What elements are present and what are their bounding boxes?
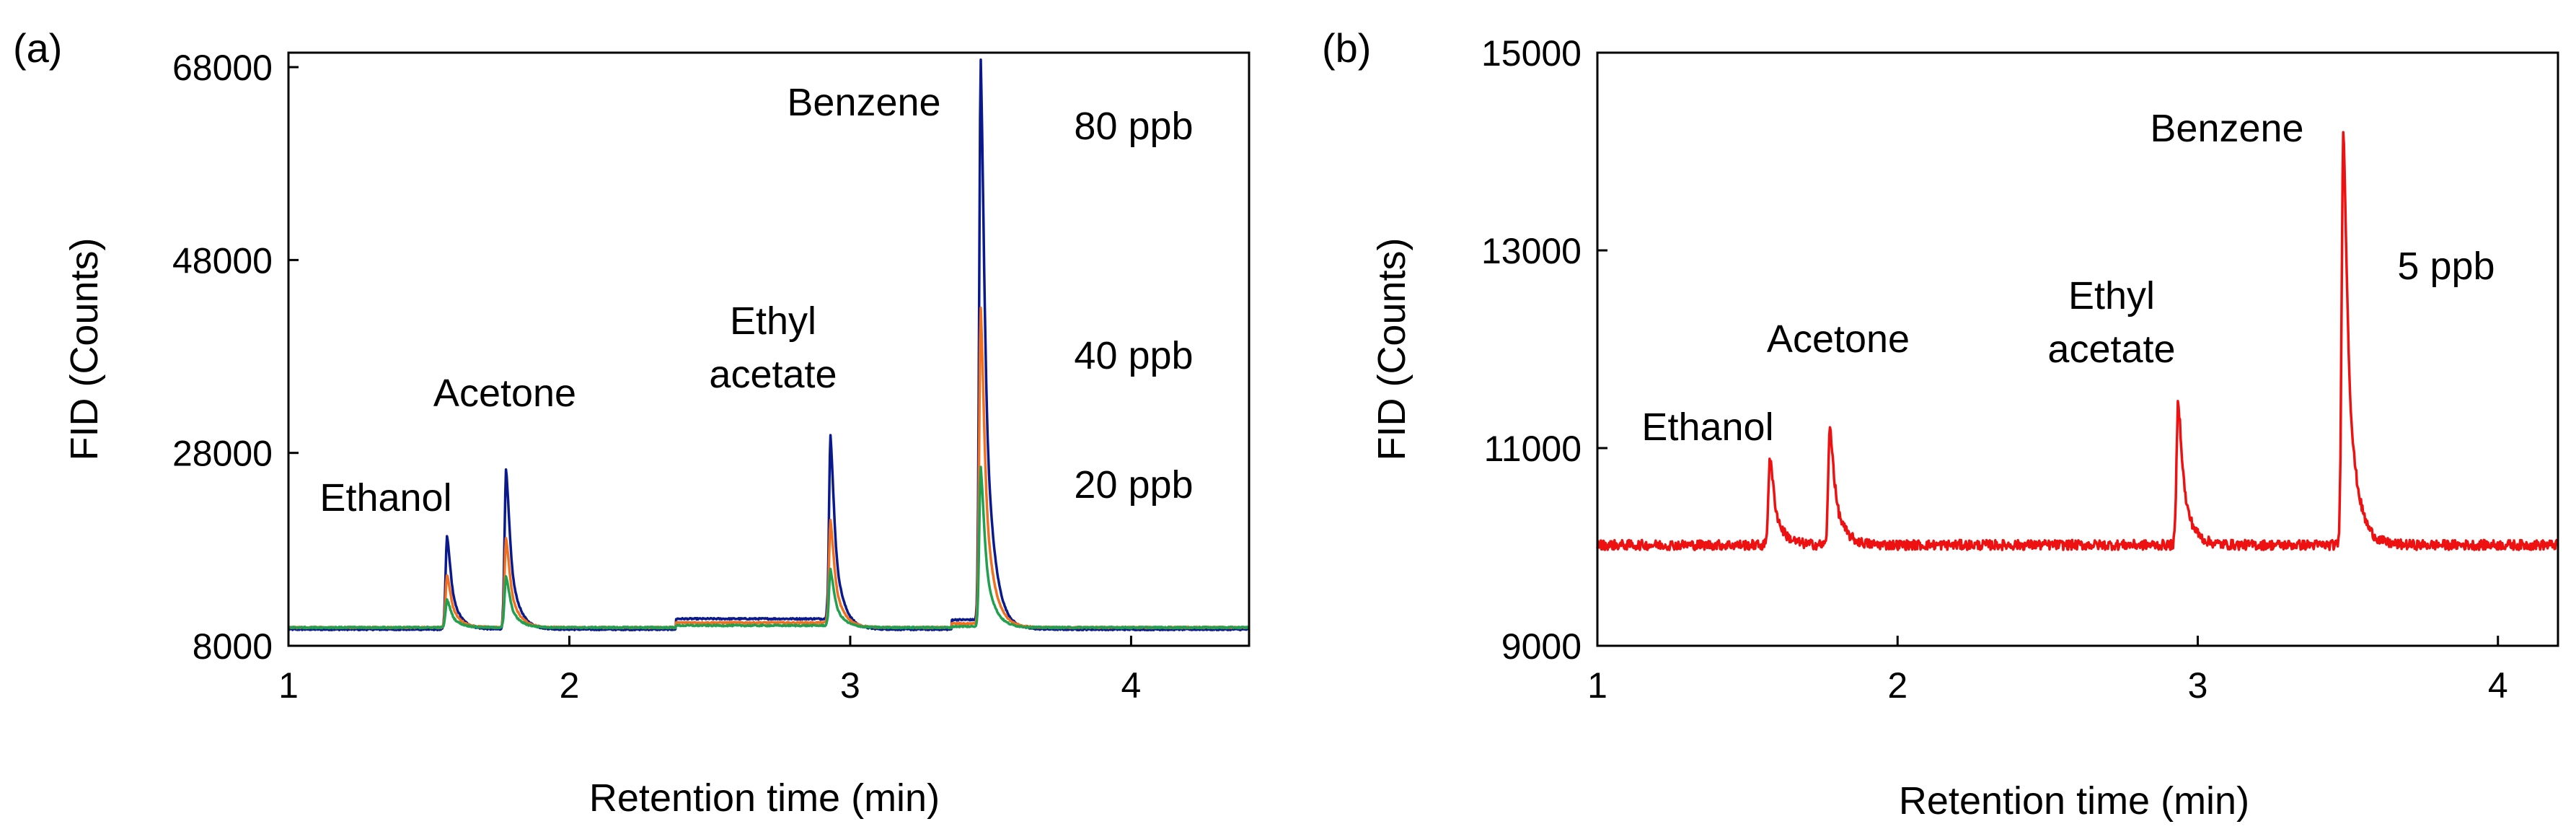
y-tick-label: 13000: [1481, 231, 1582, 271]
panel-a-series-label-20ppb: 20 ppb: [1074, 463, 1193, 507]
panel-b-peak-label-ethanol: Ethanol: [1641, 406, 1773, 449]
panel-a-label: (a): [13, 25, 62, 71]
panel-a-trace-20ppb: [288, 465, 1250, 630]
panel-a: (a) 8000 28000 48000 68000 1 2 3 4 FID (Counts…: [13, 25, 1250, 820]
panel-a-trace-80ppb: [288, 58, 1250, 631]
panel-b-peak-label-acetate: acetate: [2047, 328, 2175, 371]
panel-a-x-axis: 1 2 3 4: [278, 636, 1141, 706]
x-tick-label: 1: [1587, 665, 1607, 706]
y-tick-label: 9000: [1501, 626, 1582, 667]
panel-b-x-axis-title: Retention time (min): [1899, 779, 2249, 823]
panel-a-series-label-40ppb: 40 ppb: [1074, 334, 1193, 377]
x-tick-label: 3: [2188, 665, 2208, 706]
x-tick-label: 4: [1121, 665, 1142, 706]
panel-b: (b) 9000 11000 13000 15000 1 2 3 4 FID (Counts…: [1322, 25, 2559, 823]
panel-a-traces: [287, 58, 1250, 631]
x-tick-label: 1: [278, 665, 299, 706]
y-tick-label: 68000: [172, 48, 273, 88]
panel-a-peak-label-acetone: Acetone: [433, 372, 576, 415]
y-tick-label: 11000: [1484, 429, 1582, 469]
y-tick-label: 28000: [172, 434, 273, 474]
panel-b-peak-label-acetone: Acetone: [1767, 317, 1910, 361]
y-tick-label: 48000: [172, 240, 273, 281]
panel-b-plot-frame: [1596, 51, 2559, 647]
y-tick-label: 15000: [1481, 33, 1582, 74]
panel-b-peak-label-ethyl: Ethyl: [2068, 274, 2155, 317]
x-tick-label: 4: [2488, 665, 2508, 706]
panel-b-trace-5ppb: [1596, 131, 2559, 551]
panel-a-y-axis: 8000 28000 48000 68000: [172, 48, 299, 667]
panel-a-peak-label-benzene: Benzene: [787, 81, 940, 124]
x-tick-label: 2: [1887, 665, 1907, 706]
panel-a-y-axis-title: FID (Counts): [63, 237, 106, 460]
panel-a-peak-label-ethanol: Ethanol: [319, 476, 451, 520]
panel-a-peak-label-acetate: acetate: [709, 353, 837, 396]
panel-b-x-axis: 1 2 3 4: [1587, 636, 2508, 706]
panel-b-y-axis: 9000 11000 13000 15000: [1481, 33, 1607, 667]
panel-a-peak-label-ethyl: Ethyl: [730, 299, 816, 343]
panel-b-series-label-5ppb: 5 ppb: [2397, 245, 2495, 288]
panel-b-label: (b): [1322, 25, 1371, 71]
panel-b-peak-label-benzene: Benzene: [2150, 107, 2303, 150]
panel-b-traces: [1596, 131, 2559, 551]
panel-a-series-label-80ppb: 80 ppb: [1074, 105, 1193, 148]
panel-a-plot-frame: [287, 51, 1250, 647]
panel-a-x-axis-title: Retention time (min): [589, 776, 940, 820]
y-tick-label: 8000: [193, 626, 273, 667]
panel-b-y-axis-title: FID (Counts): [1370, 237, 1413, 460]
x-tick-label: 2: [560, 665, 580, 706]
x-tick-label: 3: [840, 665, 860, 706]
